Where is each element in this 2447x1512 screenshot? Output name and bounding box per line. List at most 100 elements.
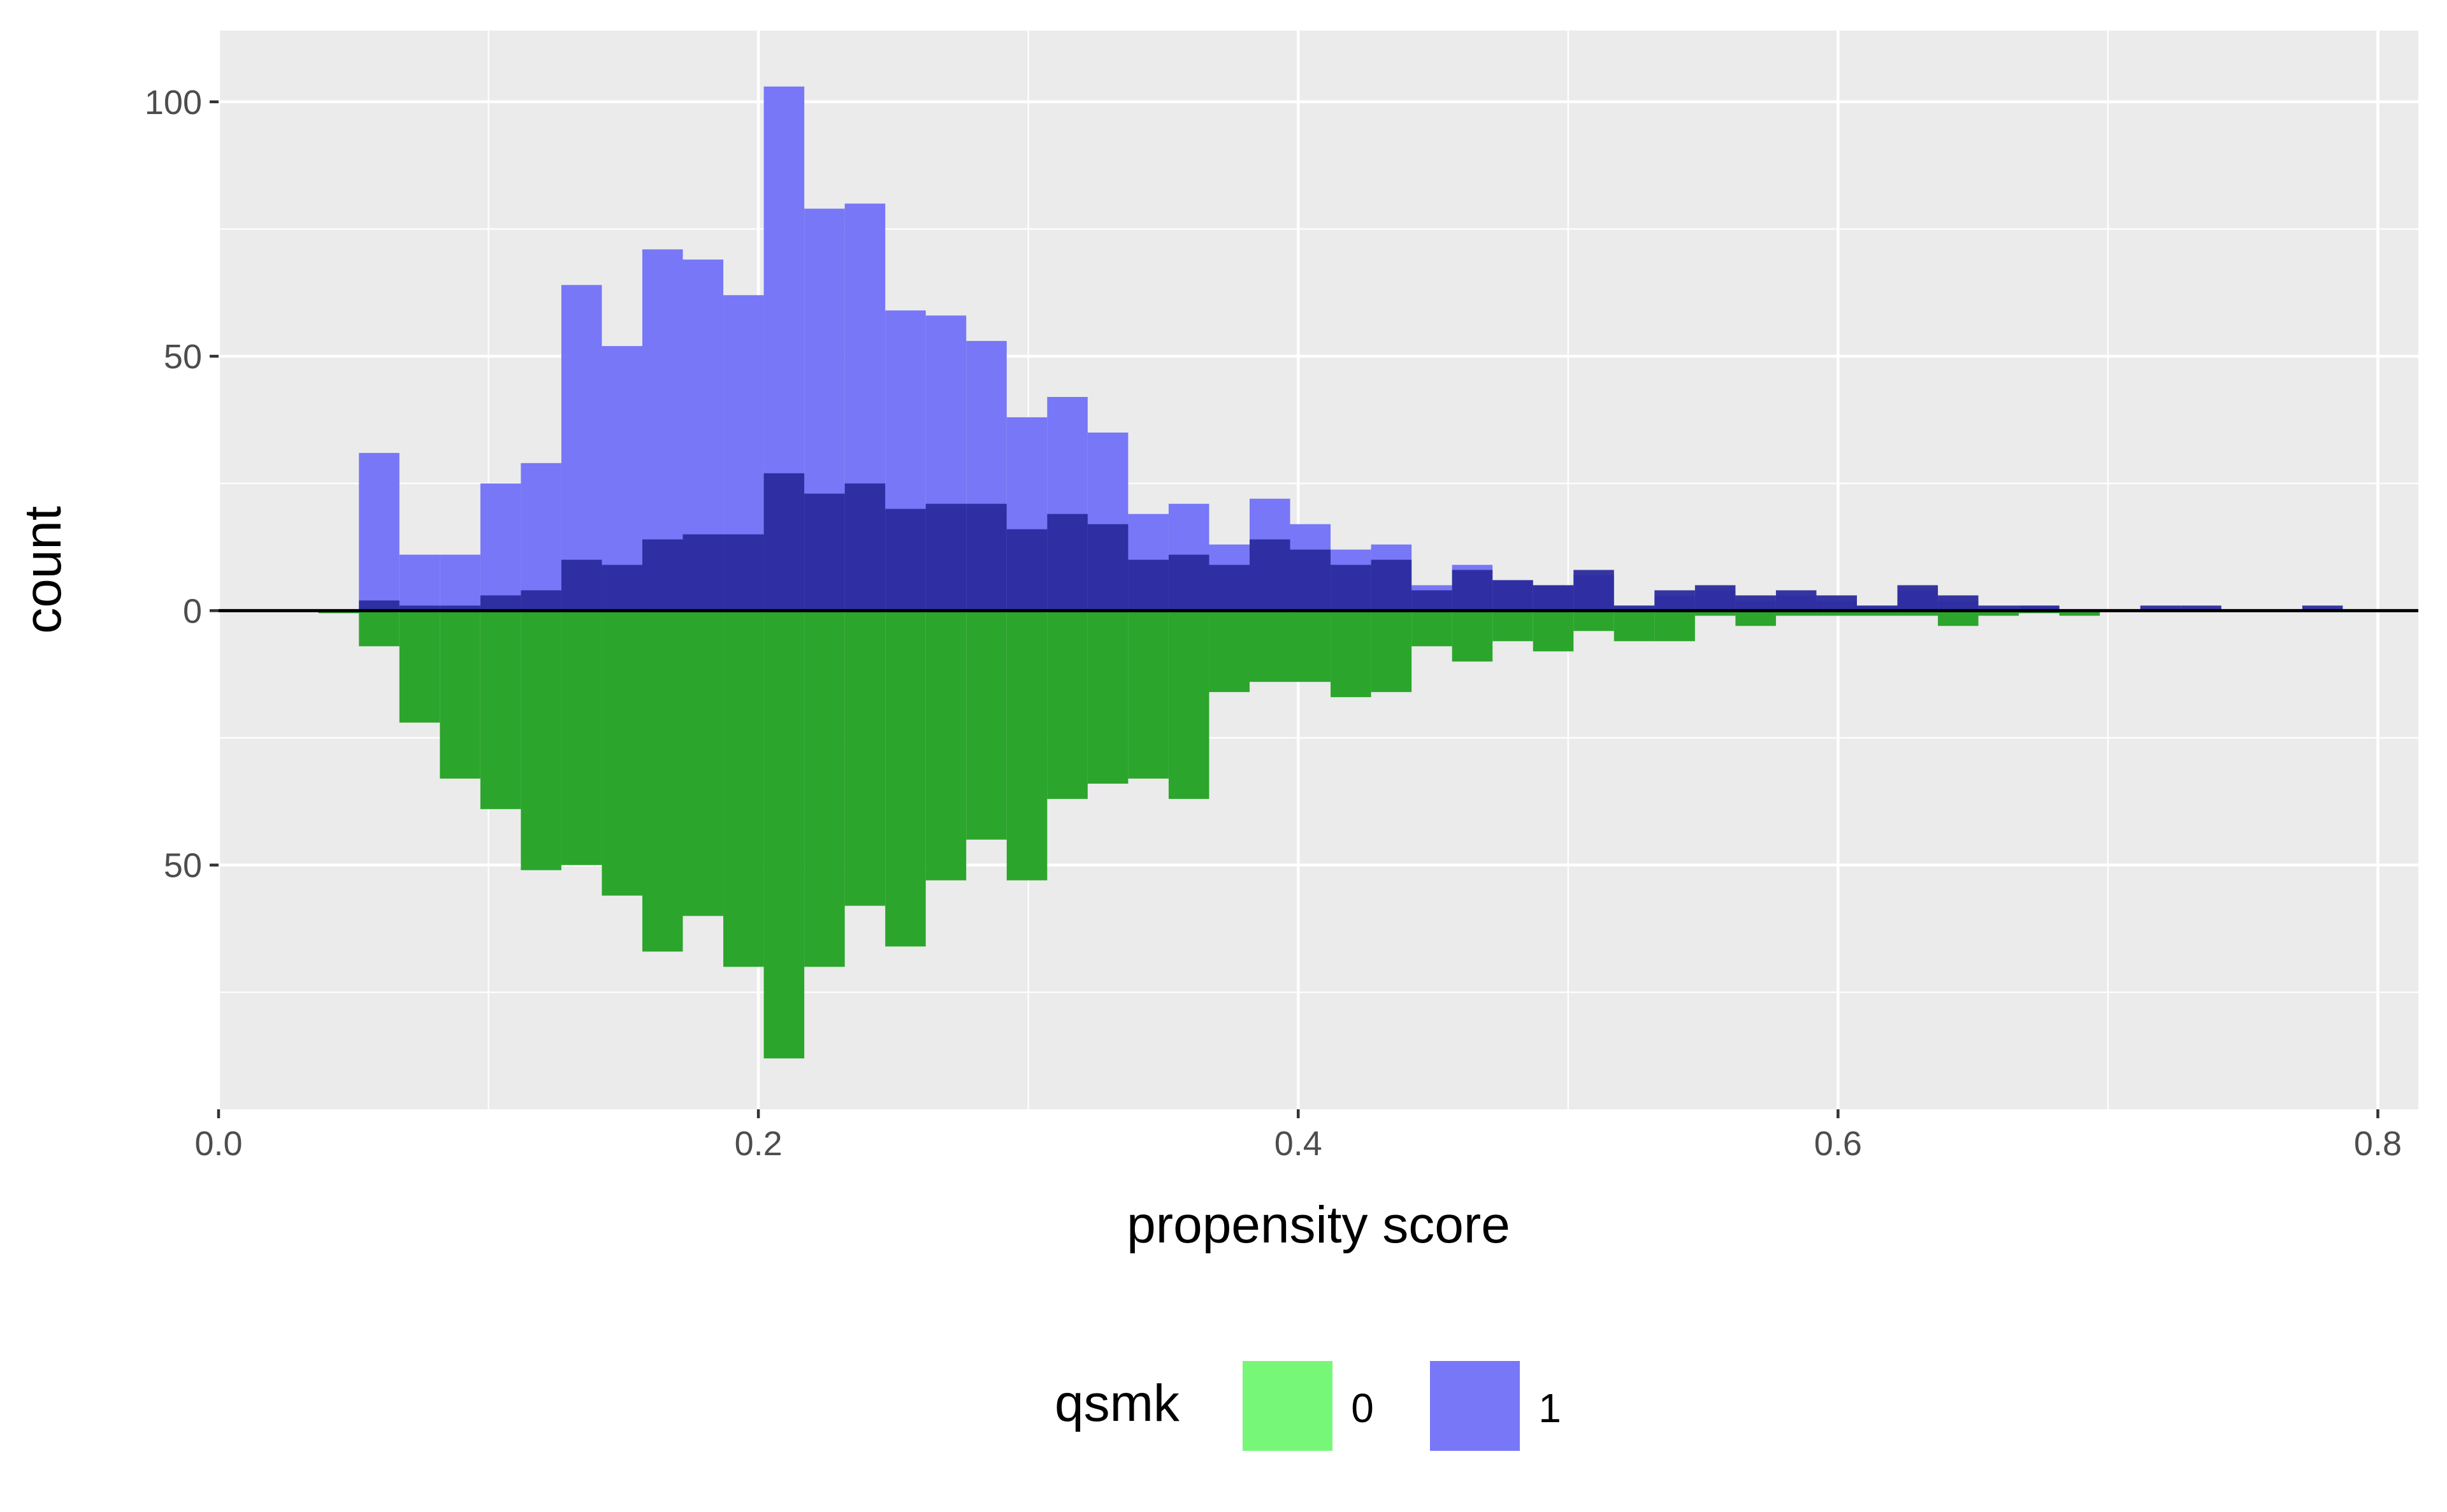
control-bar xyxy=(1492,610,1533,642)
legend-label-1: 1 xyxy=(1538,1385,1561,1431)
control-bar xyxy=(723,610,764,967)
control-bar xyxy=(1006,610,1048,881)
control-bar xyxy=(1047,610,1088,799)
legend-title: qsmk xyxy=(1055,1374,1180,1432)
x-tick-label: 0.8 xyxy=(2354,1125,2402,1163)
legend: qsmk 0 1 xyxy=(1055,1358,1561,1453)
treated-overlay-bar xyxy=(1371,559,1412,611)
control-bar xyxy=(885,610,926,947)
treated-overlay-bar xyxy=(1290,549,1331,611)
treated-overlay-bar xyxy=(2140,605,2181,611)
control-bar xyxy=(1856,610,1898,616)
treated-overlay-bar xyxy=(480,595,521,611)
treated-overlay-bar xyxy=(844,483,886,611)
treated-overlay-bar xyxy=(1087,524,1129,611)
treated-overlay-bar xyxy=(682,534,724,611)
treated-bar xyxy=(399,554,440,611)
control-bar xyxy=(1533,610,1574,652)
control-bar xyxy=(480,610,521,809)
treated-overlay-bar xyxy=(2019,605,2060,611)
control-bar xyxy=(804,610,845,967)
treated-overlay-bar xyxy=(925,503,967,611)
control-bar xyxy=(1331,610,1371,698)
x-tick-label: 0.2 xyxy=(735,1125,783,1163)
control-bar xyxy=(1694,610,1736,616)
legend-key-1 xyxy=(1427,1358,1522,1453)
treated-overlay-bar xyxy=(521,590,561,611)
control-bar xyxy=(399,610,440,723)
control-bar xyxy=(440,610,480,779)
control-bar xyxy=(1897,610,1938,616)
legend-key-0 xyxy=(1240,1358,1335,1453)
control-bar xyxy=(1775,610,1817,616)
treated-overlay-bar xyxy=(1735,595,1776,611)
treated-overlay-bar xyxy=(1411,590,1452,611)
control-bar xyxy=(1371,610,1412,693)
x-tick-label: 0.6 xyxy=(1814,1125,1862,1163)
treated-overlay-bar xyxy=(359,600,400,611)
treated-overlay-bar xyxy=(1816,595,1857,611)
control-bar xyxy=(1290,610,1331,682)
treated-overlay-bar xyxy=(1573,570,1614,611)
control-bar xyxy=(1613,610,1655,642)
control-bar xyxy=(1735,610,1776,626)
treated-overlay-bar xyxy=(1533,585,1574,611)
treated-overlay-bar xyxy=(1613,605,1655,611)
control-bar xyxy=(1249,610,1290,682)
treated-bar xyxy=(561,285,602,611)
control-bars xyxy=(318,610,2100,1059)
control-bar xyxy=(602,610,642,896)
y-axis-title: count xyxy=(14,506,72,634)
treated-overlay-bar xyxy=(642,539,683,611)
treated-bar xyxy=(480,483,521,611)
control-bar xyxy=(1209,610,1250,693)
control-bar xyxy=(642,610,683,952)
y-axis: 100 50 0 50 xyxy=(145,83,219,885)
treated-overlay-bar xyxy=(1006,529,1048,611)
control-bar xyxy=(1978,610,2019,616)
treated-overlay-bar xyxy=(1128,559,1169,611)
treated-overlay-bar xyxy=(2181,605,2221,611)
control-bar xyxy=(844,610,886,906)
control-bar xyxy=(1452,610,1493,662)
x-axis: 0.0 0.2 0.4 0.6 0.8 xyxy=(194,1109,2402,1163)
treated-overlay-bar xyxy=(399,605,440,611)
y-tick-label: 50 xyxy=(164,338,202,376)
treated-overlay-bar xyxy=(1938,595,1979,611)
treated-overlay-bar xyxy=(1249,539,1290,611)
treated-overlay-bar xyxy=(1168,554,1209,611)
treated-overlay-bar xyxy=(1654,590,1695,611)
treated-overlay-bar xyxy=(1775,590,1817,611)
treated-overlay-bar xyxy=(885,508,926,611)
treated-overlay-bar xyxy=(966,503,1007,611)
control-bar xyxy=(359,610,400,647)
control-bar xyxy=(925,610,967,881)
y-tick-label: 50 xyxy=(164,847,202,885)
control-bar xyxy=(561,610,602,865)
control-bar xyxy=(1411,610,1452,647)
control-bar xyxy=(1816,610,1857,616)
treated-overlay-bar xyxy=(561,559,602,611)
treated-overlay-bar xyxy=(2302,605,2343,611)
control-bar xyxy=(966,610,1007,840)
treated-overlay-bar xyxy=(1331,565,1371,611)
treated-overlay-bar xyxy=(1694,585,1736,611)
x-tick-label: 0.4 xyxy=(1274,1125,1322,1163)
treated-bar xyxy=(440,554,480,611)
treated-overlay-bar xyxy=(1492,580,1533,611)
treated-overlay-bar xyxy=(1209,565,1250,611)
control-bar xyxy=(1128,610,1169,779)
treated-overlay-bar xyxy=(1047,514,1088,611)
treated-overlay-bar xyxy=(804,493,845,611)
control-bar xyxy=(2059,610,2100,616)
control-bar xyxy=(1087,610,1129,784)
control-bar xyxy=(1654,610,1695,642)
control-bar xyxy=(682,610,724,916)
treated-overlay-bar xyxy=(763,473,805,611)
treated-overlay-bar xyxy=(602,565,642,611)
x-axis-title: propensity score xyxy=(1127,1196,1510,1254)
legend-label-0: 0 xyxy=(1351,1385,1374,1431)
control-bar xyxy=(1168,610,1209,799)
treated-overlay-bar xyxy=(1897,585,1938,611)
control-bar xyxy=(763,610,805,1059)
